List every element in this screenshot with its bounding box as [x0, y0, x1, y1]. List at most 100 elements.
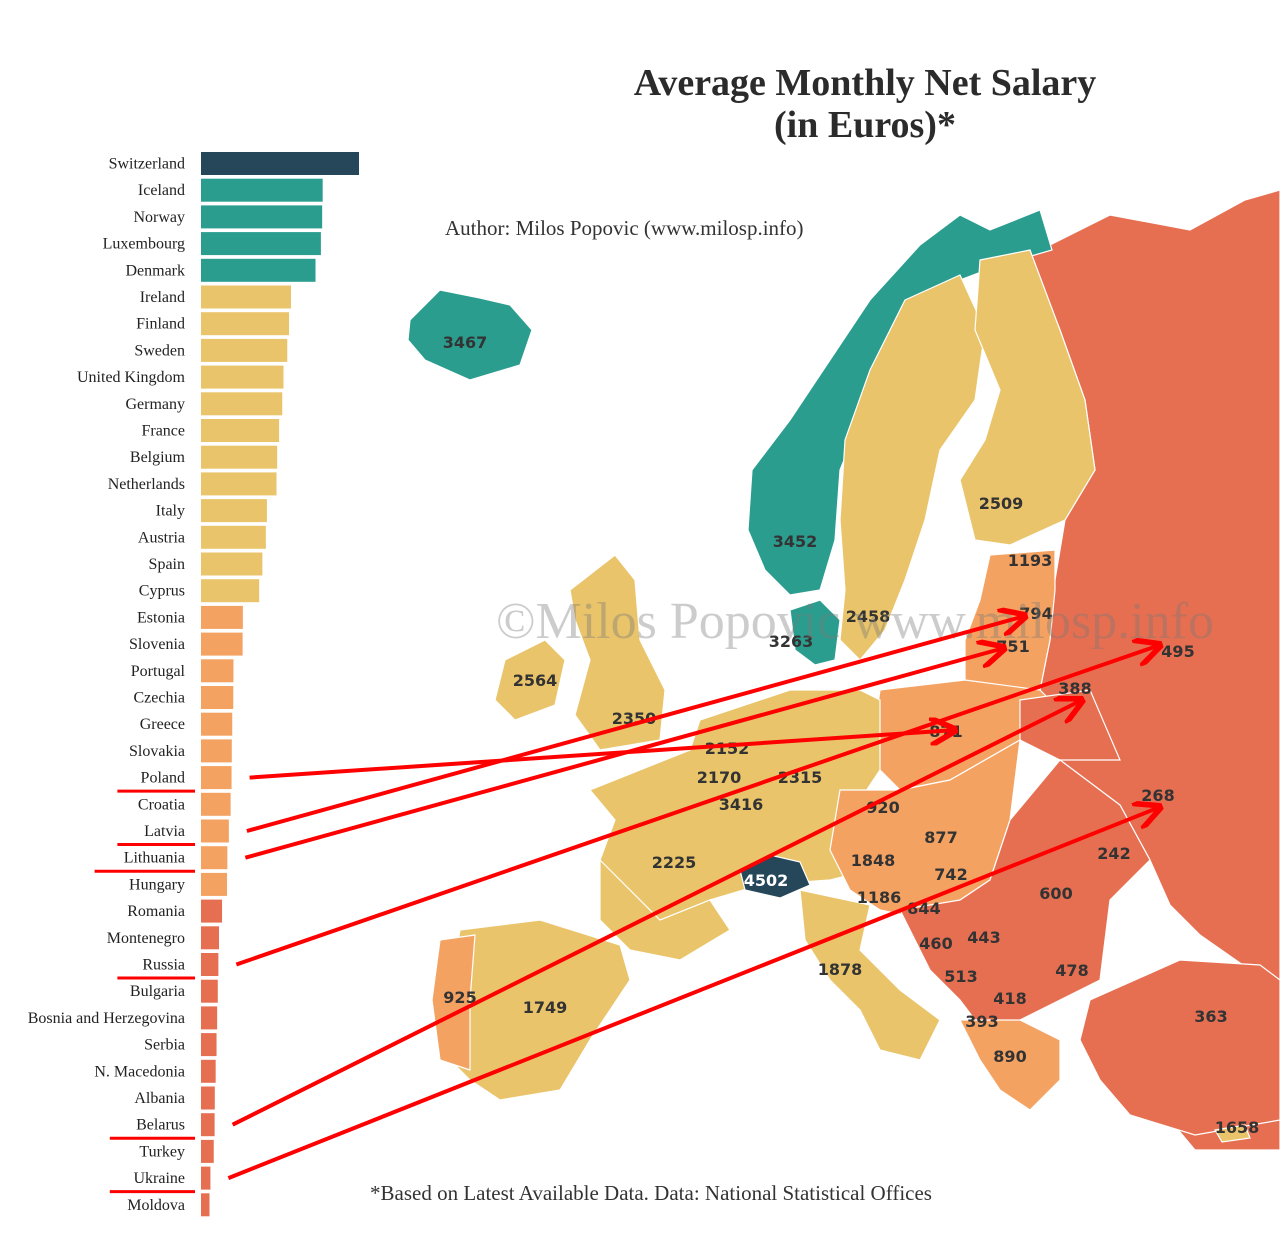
bar-label-greece: Greece: [140, 716, 185, 733]
map-value-switzerland: 4502: [744, 871, 789, 890]
map-value-bosnia-and-herzegovina: 460: [919, 934, 952, 953]
bar-bosnia-and-herzegovina: [201, 1006, 218, 1030]
bar-spain: [201, 552, 263, 576]
bar-slovakia: [201, 739, 232, 763]
bar-label-netherlands: Netherlands: [108, 476, 185, 493]
map-value-romania: 600: [1039, 884, 1072, 903]
map-value-italy: 1878: [818, 960, 863, 979]
map-value-cyprus: 1658: [1215, 1118, 1260, 1137]
bar-label-latvia: Latvia: [144, 823, 185, 840]
map-value-sweden: 2458: [846, 607, 891, 626]
map-value-slovakia: 877: [924, 828, 957, 847]
bar-italy: [201, 499, 267, 523]
map-region-italy: [799, 889, 941, 1061]
map-value-estonia: 1193: [1008, 551, 1053, 570]
bar-label-cyprus: Cyprus: [139, 583, 185, 600]
map-region-west-europe: [589, 689, 881, 921]
bar-label-switzerland: Switzerland: [109, 156, 185, 173]
bar-label-italy: Italy: [156, 503, 185, 520]
arrow-russia: [235, 645, 1160, 967]
bar-belgium: [201, 445, 278, 469]
bar-label-slovenia: Slovenia: [129, 636, 185, 653]
bar-label-sweden: Sweden: [134, 342, 185, 359]
bar-label-norway: Norway: [133, 209, 185, 226]
bar-france: [201, 419, 280, 442]
bar-moldova: [201, 1193, 210, 1217]
bar-label-ireland: Ireland: [140, 289, 185, 306]
title-line-1: Average Monthly Net Salary: [633, 62, 1097, 104]
map-value-russia: 495: [1161, 642, 1194, 661]
bar-label-austria: Austria: [138, 529, 185, 546]
bar-united-kingdom: [201, 365, 284, 389]
map-value-france: 2225: [652, 853, 697, 872]
bar-switzerland: [201, 152, 359, 175]
map-value-united-kingdom: 2350: [612, 709, 657, 728]
bar-lithuania: [201, 846, 228, 870]
bar-iceland: [201, 178, 323, 202]
bar-norway: [201, 205, 323, 229]
map-value-belgium: 2170: [697, 768, 742, 787]
map-value-slovenia: 1186: [857, 888, 902, 907]
bar-ukraine: [201, 1166, 211, 1190]
bar-hungary: [201, 872, 228, 896]
arrow-latvia: [246, 616, 1025, 833]
bar-netherlands: [201, 472, 277, 496]
map-value-hungary: 742: [934, 865, 967, 884]
bar-label-denmark: Denmark: [125, 262, 185, 279]
bar-label-albania: Albania: [134, 1090, 185, 1107]
bar-finland: [201, 312, 290, 336]
bar-label-russia: Russia: [142, 957, 185, 974]
bar-czechia: [201, 686, 234, 709]
map-value-luxembourg: 3416: [719, 795, 764, 814]
watermark: ©Milos Popovic www.milosp.info: [496, 593, 1214, 650]
map-region-belarus: [1019, 689, 1121, 761]
bar-romania: [201, 899, 223, 923]
arrow-lithuania: [244, 648, 1004, 860]
map-value-austria: 1848: [851, 851, 896, 870]
map-region-ireland: [494, 639, 566, 721]
map-value-denmark: 3263: [769, 632, 814, 651]
map-value-serbia: 443: [967, 928, 1000, 947]
arrow-ukraine: [227, 807, 1160, 1180]
bar-poland: [201, 766, 232, 790]
bar-greece: [201, 712, 233, 736]
title-line-2: (in Euros)*: [774, 104, 956, 146]
bar-label-belarus: Belarus: [136, 1117, 185, 1134]
bar-belarus: [201, 1113, 215, 1137]
map-value-albania: 393: [965, 1012, 998, 1031]
bar-austria: [201, 525, 266, 549]
map-region-finland: [959, 249, 1096, 546]
arrow-belarus: [231, 700, 1082, 1127]
bar-label-romania: Romania: [127, 903, 185, 920]
map-value-belarus: 388: [1058, 679, 1091, 698]
bar-montenegro: [201, 926, 220, 950]
bar-albania: [201, 1086, 215, 1110]
chart-title: Average Monthly Net Salary (in Euros)*: [560, 62, 1170, 146]
bar-label-slovakia: Slovakia: [129, 743, 185, 760]
map-value-bulgaria: 478: [1055, 961, 1088, 980]
bar-luxembourg: [201, 232, 321, 256]
map-value-n-macedonia: 418: [993, 989, 1026, 1008]
bar-label-germany: Germany: [125, 396, 185, 413]
map-value-turkey: 363: [1194, 1007, 1227, 1026]
bar-label-n-macedonia: N. Macedonia: [94, 1063, 185, 1080]
bar-label-hungary: Hungary: [129, 876, 185, 893]
bar-portugal: [201, 659, 234, 683]
map-value-montenegro: 513: [944, 967, 977, 986]
bar-label-iceland: Iceland: [138, 182, 185, 199]
bar-label-czechia: Czechia: [133, 690, 185, 707]
bar-serbia: [201, 1033, 217, 1057]
bar-croatia: [201, 792, 231, 816]
map-value-ireland: 2564: [513, 671, 558, 690]
bar-slovenia: [201, 632, 243, 656]
map-value-spain: 1749: [523, 998, 568, 1017]
map-value-ukraine: 268: [1141, 786, 1174, 805]
footnote: *Based on Latest Available Data. Data: N…: [370, 1181, 932, 1205]
map-value-moldova: 242: [1097, 844, 1130, 863]
map-region-france-south: [599, 858, 731, 961]
bar-label-poland: Poland: [141, 770, 185, 787]
bar-ireland: [201, 285, 291, 309]
